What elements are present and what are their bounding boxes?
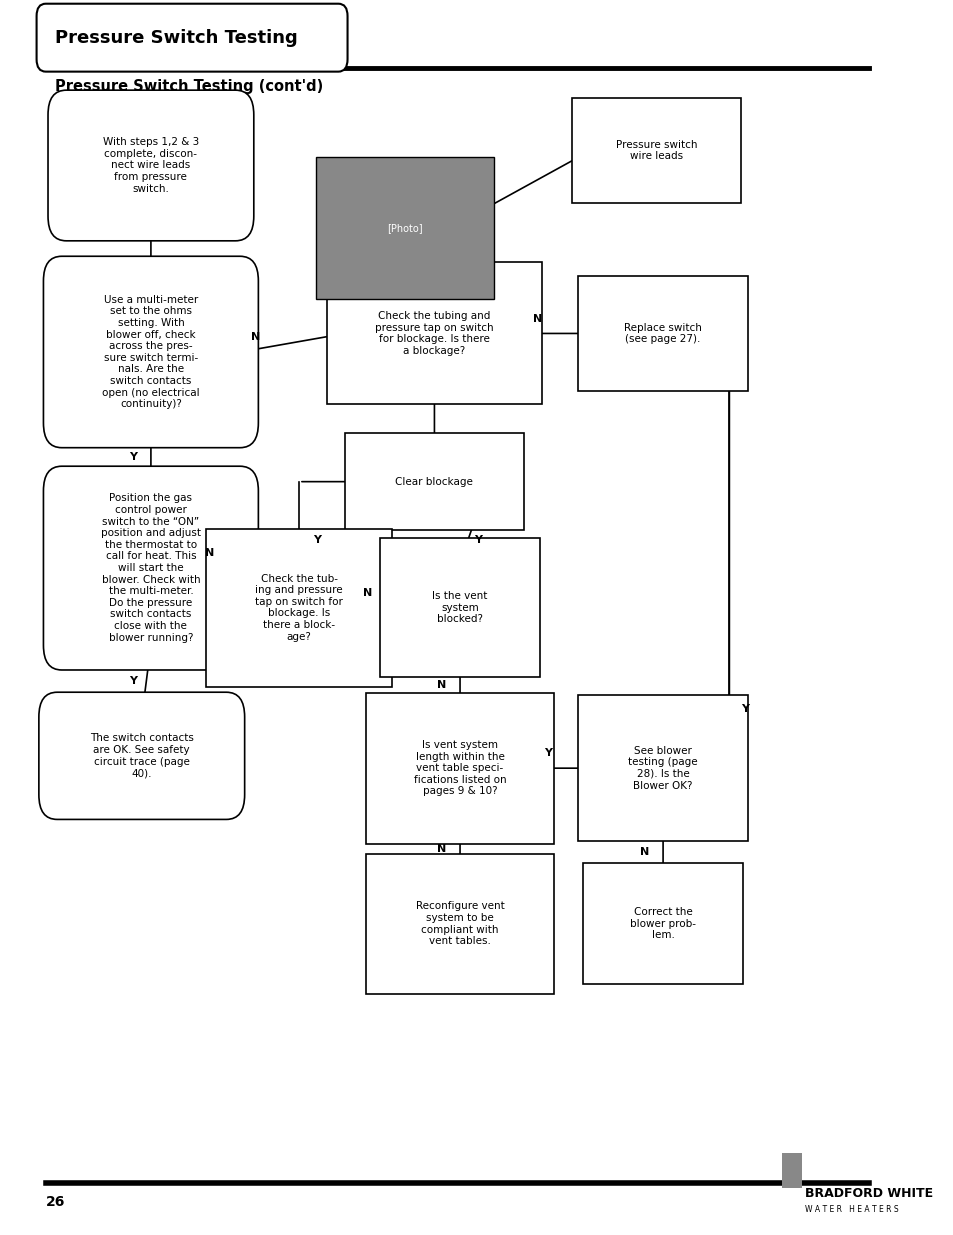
Text: N: N: [205, 548, 213, 558]
Text: 26: 26: [46, 1194, 65, 1209]
FancyBboxPatch shape: [572, 99, 740, 204]
Text: With steps 1,2 & 3
complete, discon-
nect wire leads
from pressure
switch.: With steps 1,2 & 3 complete, discon- nec…: [103, 137, 199, 194]
Text: Reconfigure vent
system to be
compliant with
vent tables.: Reconfigure vent system to be compliant …: [416, 902, 504, 946]
Text: Y: Y: [474, 535, 482, 545]
FancyBboxPatch shape: [578, 277, 747, 391]
Text: Is vent system
length within the
vent table speci-
fications listed on
pages 9 &: Is vent system length within the vent ta…: [414, 740, 506, 797]
FancyBboxPatch shape: [379, 538, 539, 677]
FancyBboxPatch shape: [366, 855, 553, 993]
FancyBboxPatch shape: [48, 90, 253, 241]
Text: Y: Y: [740, 704, 749, 714]
FancyBboxPatch shape: [315, 158, 494, 300]
Text: N: N: [252, 332, 260, 342]
FancyBboxPatch shape: [39, 692, 244, 820]
FancyBboxPatch shape: [578, 695, 747, 841]
Text: Replace switch
(see page 27).: Replace switch (see page 27).: [623, 322, 701, 345]
Text: N: N: [436, 844, 446, 853]
Text: N: N: [363, 588, 372, 598]
Text: BRADFORD WHITE: BRADFORD WHITE: [804, 1187, 932, 1199]
FancyBboxPatch shape: [781, 1153, 801, 1188]
FancyBboxPatch shape: [366, 693, 553, 844]
Text: Check the tubing and
pressure tap on switch
for blockage. Is there
a blockage?: Check the tubing and pressure tap on swi…: [375, 311, 494, 356]
Text: Check the tub-
ing and pressure
tap on switch for
blockage. Is
there a block-
ag: Check the tub- ing and pressure tap on s…: [254, 573, 343, 642]
Text: Use a multi-meter
set to the ohms
setting. With
blower off, check
across the pre: Use a multi-meter set to the ohms settin…: [102, 295, 199, 409]
Text: See blower
testing (page
28). Is the
Blower OK?: See blower testing (page 28). Is the Blo…: [628, 746, 698, 790]
Text: The switch contacts
are OK. See safety
circuit trace (page
40).: The switch contacts are OK. See safety c…: [90, 734, 193, 778]
Text: N: N: [532, 314, 541, 324]
Text: Y: Y: [313, 535, 321, 545]
FancyBboxPatch shape: [36, 4, 347, 72]
Text: W A T E R   H E A T E R S: W A T E R H E A T E R S: [804, 1204, 898, 1214]
FancyBboxPatch shape: [44, 467, 258, 669]
FancyBboxPatch shape: [206, 529, 392, 687]
Text: Y: Y: [543, 748, 551, 758]
FancyBboxPatch shape: [327, 263, 541, 405]
Text: Y: Y: [129, 452, 136, 462]
Text: Y: Y: [129, 676, 136, 687]
FancyBboxPatch shape: [345, 433, 523, 530]
FancyBboxPatch shape: [44, 257, 258, 448]
Text: Is the vent
system
blocked?: Is the vent system blocked?: [432, 592, 487, 624]
Text: [Photo]: [Photo]: [387, 224, 422, 233]
Text: Correct the
blower prob-
lem.: Correct the blower prob- lem.: [629, 908, 696, 940]
Text: Pressure Switch Testing (cont'd): Pressure Switch Testing (cont'd): [55, 79, 323, 94]
Text: N: N: [639, 847, 649, 857]
Text: Position the gas
control power
switch to the “ON”
position and adjust
the thermo: Position the gas control power switch to…: [101, 494, 201, 642]
Text: Pressure switch
wire leads: Pressure switch wire leads: [616, 140, 697, 162]
FancyBboxPatch shape: [582, 863, 742, 984]
Text: Clear blockage: Clear blockage: [395, 477, 473, 487]
Text: N: N: [436, 680, 446, 690]
Text: Pressure Switch Testing: Pressure Switch Testing: [55, 28, 297, 47]
